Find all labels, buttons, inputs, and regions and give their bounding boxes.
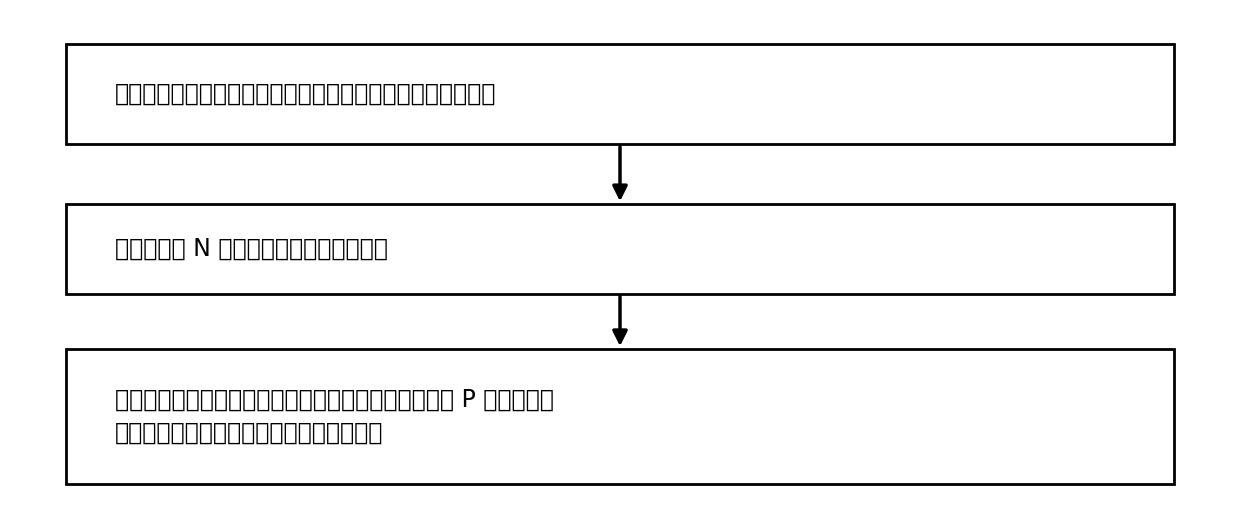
- Text: 步骤三、采用外延生长中在沟槽中填充具有层次结构的 P 型外延层，
层次结构通过调节硼烷气体通入速率实现。: 步骤三、采用外延生长中在沟槽中填充具有层次结构的 P 型外延层， 层次结构通过调…: [115, 388, 554, 445]
- FancyBboxPatch shape: [66, 349, 1174, 484]
- FancyBboxPatch shape: [66, 204, 1174, 294]
- FancyBboxPatch shape: [66, 44, 1174, 144]
- Text: 步骤二、在 N 型外延层中形成多个沟槽。: 步骤二、在 N 型外延层中形成多个沟槽。: [115, 237, 388, 261]
- Text: 步骤一、提供表面形成有第一导电类型外延层的半导体衬底。: 步骤一、提供表面形成有第一导电类型外延层的半导体衬底。: [115, 82, 496, 106]
